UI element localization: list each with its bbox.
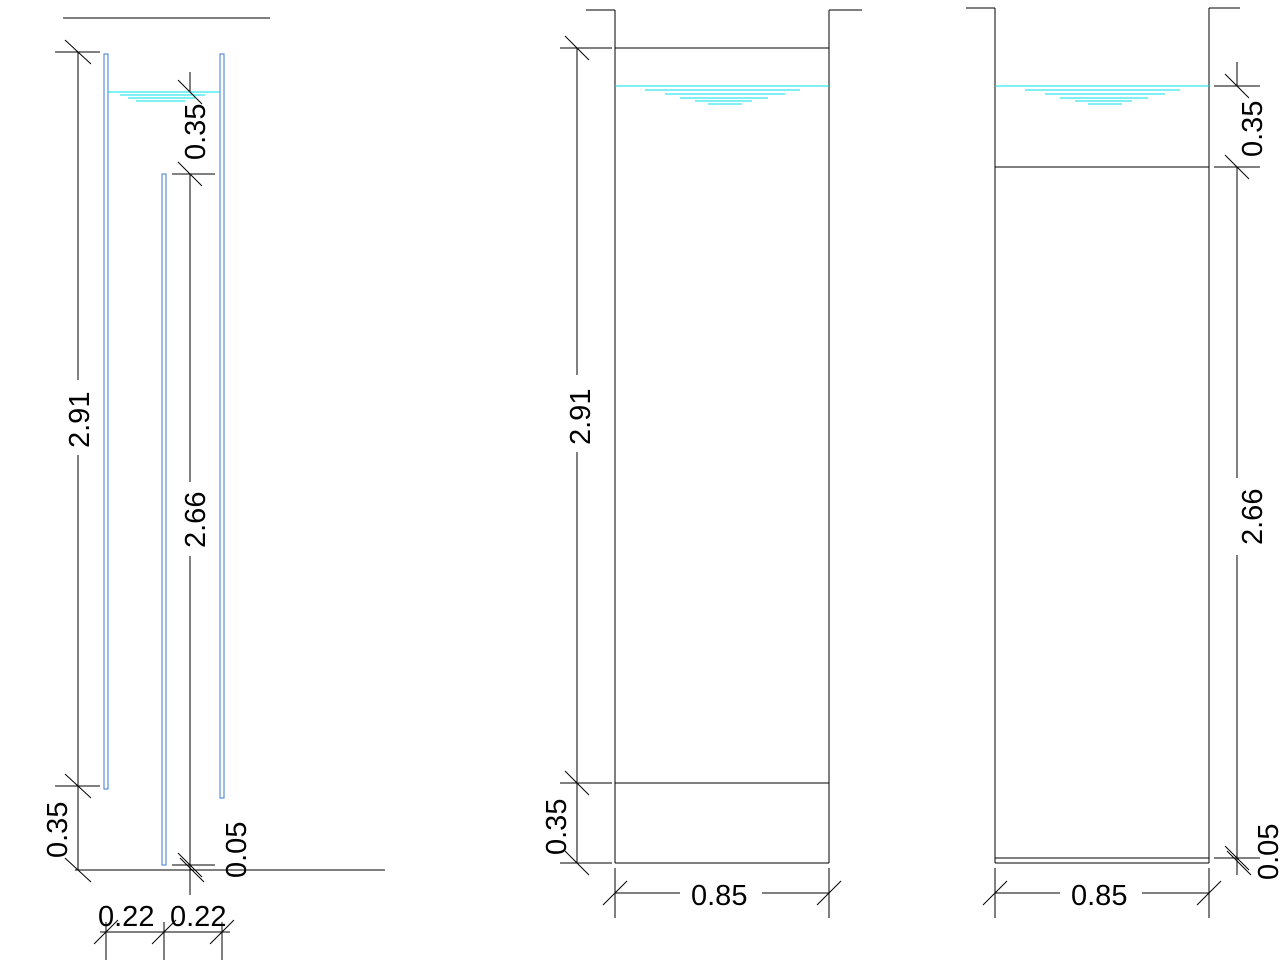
- section-left: 2.91 0.35 2.66 0.35 0.05 0: [42, 17, 385, 960]
- dimension-label: 0.05: [1253, 824, 1281, 880]
- water-surface-left: [108, 91, 220, 102]
- dimension-label: 2.91: [64, 392, 96, 448]
- water-surface-right: [995, 85, 1209, 105]
- dimension-label: 0.35: [42, 802, 74, 858]
- left-wall: [103, 53, 109, 790]
- water-surface-middle: [615, 85, 829, 105]
- dimension-label: 0.35: [541, 799, 573, 855]
- right-wall: [219, 53, 225, 799]
- dimension-label: 0.85: [1071, 880, 1127, 912]
- dimension-label: 2.91: [565, 389, 597, 445]
- dimension-label: 2.66: [1237, 489, 1269, 545]
- dimension-label: 0.35: [180, 104, 212, 160]
- dimension-label: 0.85: [691, 880, 747, 912]
- dimension-label: 0.22: [170, 901, 226, 933]
- dimension-left-horizontal: 0.22 0.22: [93, 901, 235, 960]
- section-right: 0.35 2.66 0.05 0.85: [966, 7, 1281, 918]
- dimension-middle-horizontal: 0.85: [602, 868, 842, 918]
- middle-baffle: [161, 173, 167, 866]
- dimension-left-vertical: 2.91 0.35: [42, 39, 100, 883]
- dimension-label: 0.05: [221, 822, 253, 878]
- dimension-right-horizontal: 0.85: [982, 868, 1222, 918]
- dimension-left-inner-vertical: 2.66 0.35 0.05: [172, 72, 253, 895]
- dimension-label: 0.35: [1237, 101, 1269, 157]
- section-middle: 2.91 0.35 0.85: [541, 9, 862, 918]
- dimension-middle-vertical: 2.91 0.35: [541, 35, 612, 876]
- dimension-right-vertical: 0.35 2.66 0.05: [1214, 62, 1281, 880]
- dimension-label: 0.22: [98, 901, 154, 933]
- dimension-label: 2.66: [180, 492, 212, 548]
